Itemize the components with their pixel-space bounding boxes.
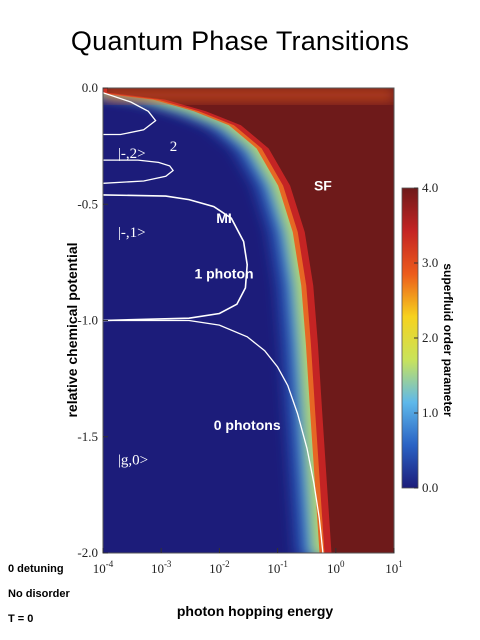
y-tick-label: 0.0 — [82, 80, 98, 95]
annotations: SF MI 1 photon 0 photons |g,0> |-,1> |-,2> 2 — [118, 139, 332, 469]
x-tick-label: 100 — [327, 559, 345, 576]
boundary-n2 — [103, 159, 174, 184]
boundary-n1 — [103, 194, 249, 322]
chart-title: Quantum Phase Transitions — [70, 26, 410, 56]
boundary-n0 — [103, 319, 324, 553]
y-tick-label: -1.5 — [77, 429, 98, 444]
heatmap-layer — [103, 88, 394, 553]
y-tick-label: -0.5 — [77, 196, 98, 211]
boundary-n3 — [103, 92, 157, 136]
annotation-label: |-,2> — [118, 146, 146, 162]
annotation-label: 0 photons — [214, 417, 281, 433]
annotation-label: |g,0> — [118, 453, 148, 469]
sf-band-5 — [107, 88, 394, 553]
sf-top-glow — [103, 88, 394, 102]
annotation-label: 2 — [170, 139, 178, 155]
annotation-label: 1 photon — [194, 266, 253, 282]
note-disorder: No disorder — [8, 588, 70, 600]
y-tick-label: -2.0 — [77, 545, 98, 560]
annotation-label: SF — [314, 177, 332, 193]
colorbar-tick-label: 3.0 — [422, 255, 438, 270]
note-detuning: 0 detuning — [8, 563, 64, 575]
colorbar-tick-label: 4.0 — [422, 180, 438, 195]
x-tick-label: 101 — [385, 559, 403, 576]
annotation-label: |-,1> — [118, 225, 146, 241]
colorbar-ticks: 0.0 1.0 2.0 3.0 4.0 — [414, 180, 438, 495]
colorbar-tick-label: 2.0 — [422, 330, 438, 345]
annotation-label: MI — [216, 210, 232, 226]
colorbar-tick-label: 0.0 — [422, 480, 438, 495]
y-tick-label: -1.0 — [77, 313, 98, 328]
x-tick-label: 10-2 — [209, 559, 230, 576]
axis-ticks: 10-4 10-3 10-2 10-1 100 101 0.0 -0.5 -1.0 -1.5 -2.… — [77, 80, 402, 576]
note-temperature: T = 0 — [8, 613, 34, 625]
x-tick-label: 10-1 — [267, 559, 288, 576]
x-axis-label: photon hopping energy — [176, 603, 334, 619]
colorbar-tick-label: 1.0 — [422, 405, 438, 420]
x-tick-label: 10-4 — [93, 559, 114, 576]
x-tick-label: 10-3 — [151, 559, 172, 576]
